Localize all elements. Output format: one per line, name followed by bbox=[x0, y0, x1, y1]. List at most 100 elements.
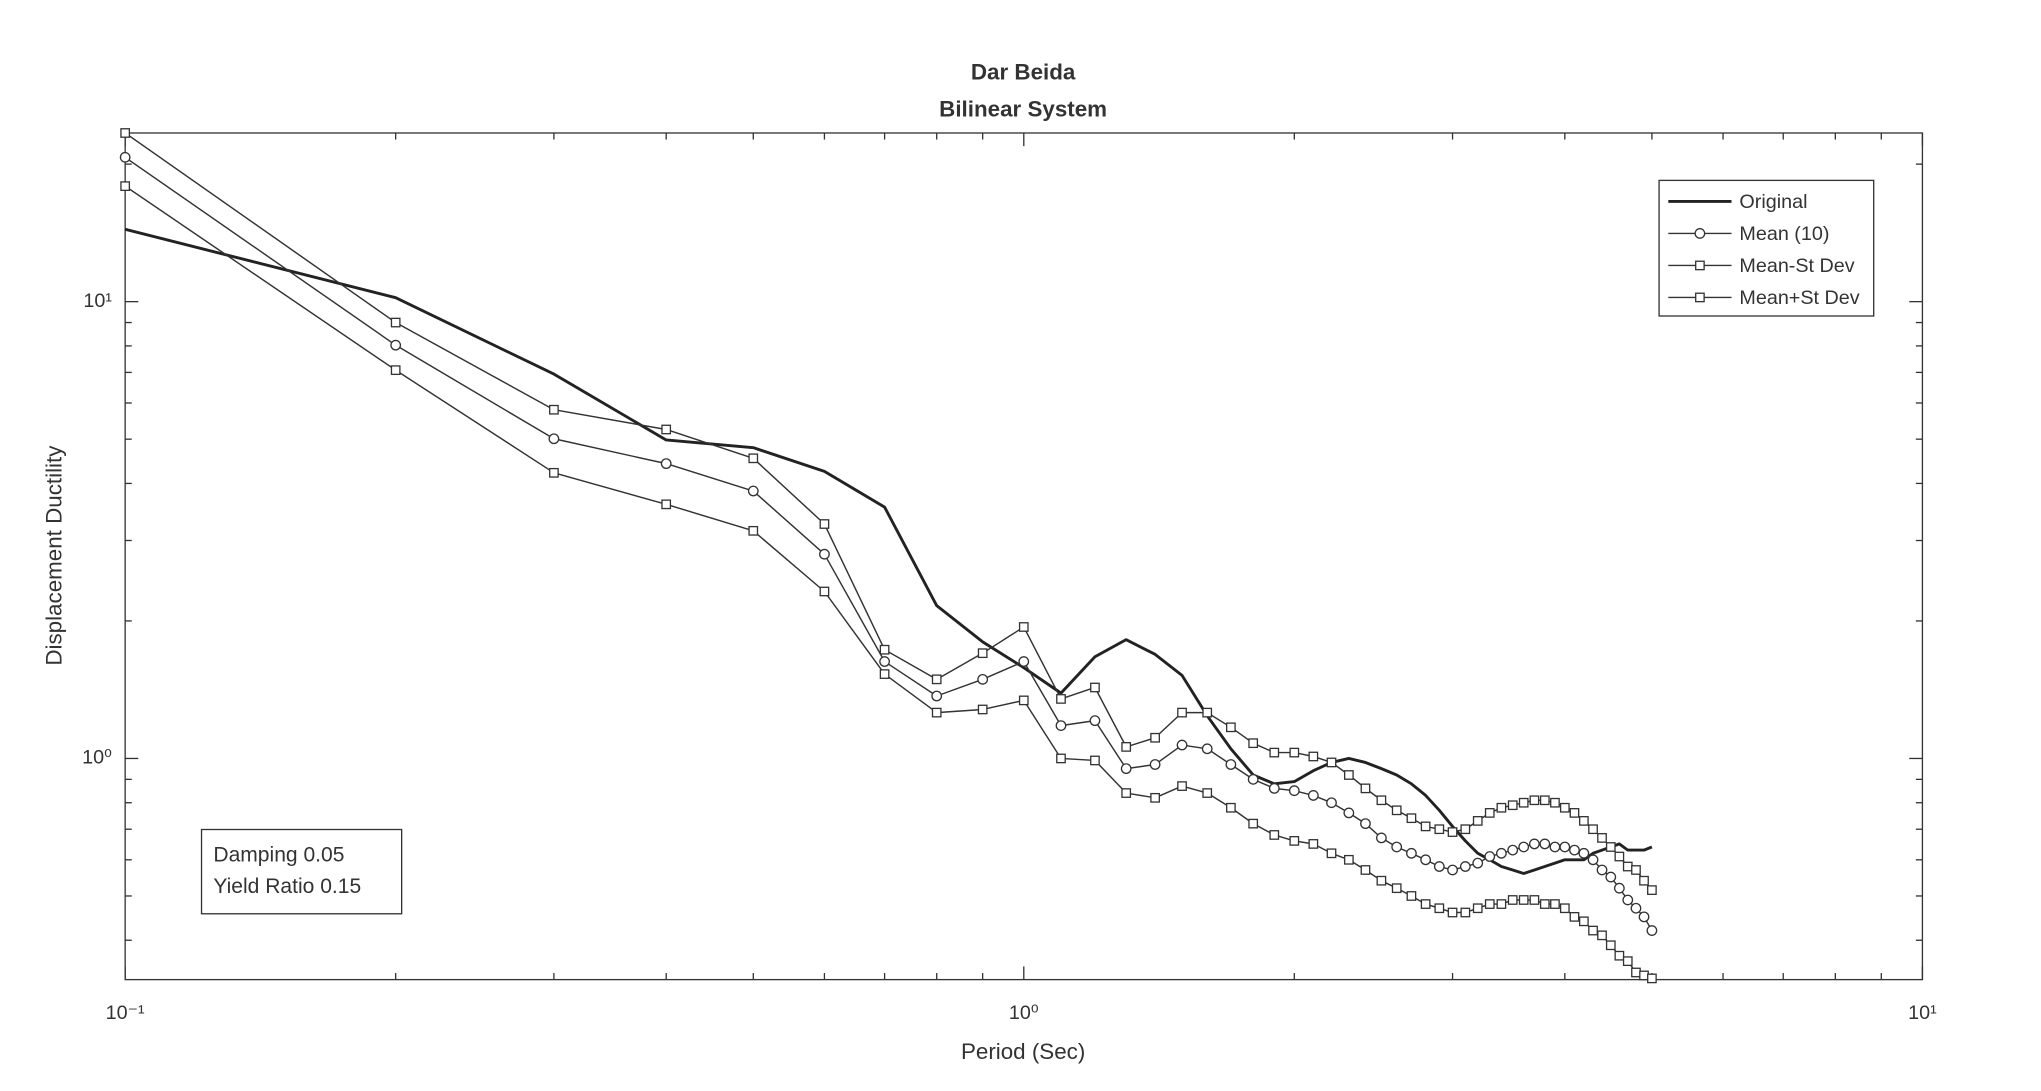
point bbox=[1614, 851, 1625, 862]
point bbox=[1472, 903, 1483, 914]
point bbox=[1622, 861, 1633, 872]
point bbox=[1326, 757, 1337, 768]
point bbox=[1460, 824, 1471, 835]
point bbox=[390, 317, 401, 328]
point bbox=[1588, 925, 1598, 936]
point bbox=[1638, 911, 1650, 923]
point bbox=[931, 707, 942, 718]
point bbox=[1550, 899, 1560, 909]
point bbox=[119, 151, 131, 163]
point bbox=[1647, 973, 1657, 984]
point bbox=[1597, 833, 1607, 843]
point bbox=[548, 433, 560, 445]
point bbox=[1420, 854, 1432, 866]
point bbox=[1495, 847, 1507, 859]
point bbox=[879, 644, 890, 655]
chart-title: Dar Beida bbox=[971, 60, 1076, 85]
point bbox=[1434, 903, 1445, 914]
point bbox=[1289, 747, 1300, 758]
point bbox=[1360, 818, 1371, 830]
point bbox=[1695, 292, 1705, 303]
point bbox=[1622, 894, 1634, 906]
point bbox=[1596, 864, 1608, 876]
point bbox=[1376, 875, 1387, 886]
point bbox=[1420, 821, 1431, 832]
legend-box bbox=[1658, 179, 1875, 317]
point bbox=[1433, 861, 1445, 872]
point bbox=[1605, 842, 1616, 852]
point bbox=[661, 499, 672, 510]
point bbox=[748, 525, 759, 536]
point bbox=[1226, 802, 1236, 813]
point bbox=[1631, 967, 1641, 978]
point bbox=[1406, 813, 1417, 824]
point bbox=[1202, 788, 1213, 798]
point bbox=[660, 458, 672, 470]
point bbox=[1434, 824, 1445, 835]
point bbox=[1269, 830, 1280, 840]
annotation-text: Damping 0.05 bbox=[213, 843, 344, 866]
point bbox=[1149, 759, 1161, 770]
point bbox=[879, 656, 890, 667]
point bbox=[1269, 747, 1280, 758]
point bbox=[1121, 788, 1132, 798]
point bbox=[1375, 832, 1387, 844]
point bbox=[1529, 895, 1540, 905]
point bbox=[1496, 899, 1507, 909]
point bbox=[1343, 807, 1355, 819]
point bbox=[977, 704, 988, 715]
legend-label: Mean-St Dev bbox=[1739, 255, 1854, 277]
point bbox=[977, 648, 988, 659]
annotation-box bbox=[200, 828, 403, 915]
point bbox=[1622, 956, 1633, 967]
series-line bbox=[124, 227, 1653, 875]
point bbox=[747, 485, 759, 497]
point bbox=[1447, 827, 1458, 837]
point bbox=[1484, 808, 1495, 818]
point bbox=[1120, 763, 1132, 775]
point bbox=[1528, 838, 1540, 850]
point bbox=[1056, 694, 1066, 704]
point bbox=[931, 690, 943, 702]
point bbox=[1460, 907, 1471, 918]
point bbox=[1288, 785, 1300, 797]
point bbox=[1018, 656, 1030, 667]
point bbox=[1559, 841, 1571, 853]
point bbox=[1177, 707, 1187, 718]
point bbox=[1225, 759, 1237, 770]
point bbox=[1343, 770, 1354, 780]
point bbox=[879, 669, 890, 679]
point bbox=[1529, 795, 1540, 806]
point bbox=[549, 467, 559, 478]
point bbox=[1055, 720, 1067, 732]
point bbox=[1376, 795, 1387, 806]
point bbox=[1447, 864, 1458, 876]
point bbox=[1484, 851, 1496, 862]
point bbox=[1569, 808, 1580, 818]
point bbox=[931, 674, 942, 685]
point bbox=[1647, 885, 1657, 895]
point bbox=[1360, 783, 1371, 794]
point bbox=[1539, 838, 1551, 850]
y-axis-label: Displacement Ductility bbox=[41, 445, 66, 666]
point bbox=[1605, 871, 1617, 883]
legend: Original Mean (10) Mean-St Dev Mean+St Dev bbox=[1658, 179, 1875, 317]
chart-subtitle: Bilinear System bbox=[939, 97, 1107, 122]
point bbox=[1289, 836, 1300, 846]
point bbox=[1507, 800, 1518, 811]
point bbox=[1639, 970, 1649, 981]
point bbox=[1578, 916, 1589, 927]
point bbox=[1569, 844, 1580, 856]
point bbox=[1614, 950, 1625, 961]
point bbox=[1089, 715, 1101, 727]
point bbox=[1420, 899, 1431, 909]
point bbox=[1202, 707, 1213, 718]
point bbox=[1646, 925, 1658, 936]
point bbox=[1226, 722, 1236, 733]
point bbox=[819, 586, 830, 597]
point bbox=[1326, 848, 1337, 859]
point bbox=[1176, 739, 1188, 751]
point bbox=[1326, 797, 1337, 809]
point bbox=[1391, 883, 1402, 894]
point bbox=[1459, 861, 1471, 872]
